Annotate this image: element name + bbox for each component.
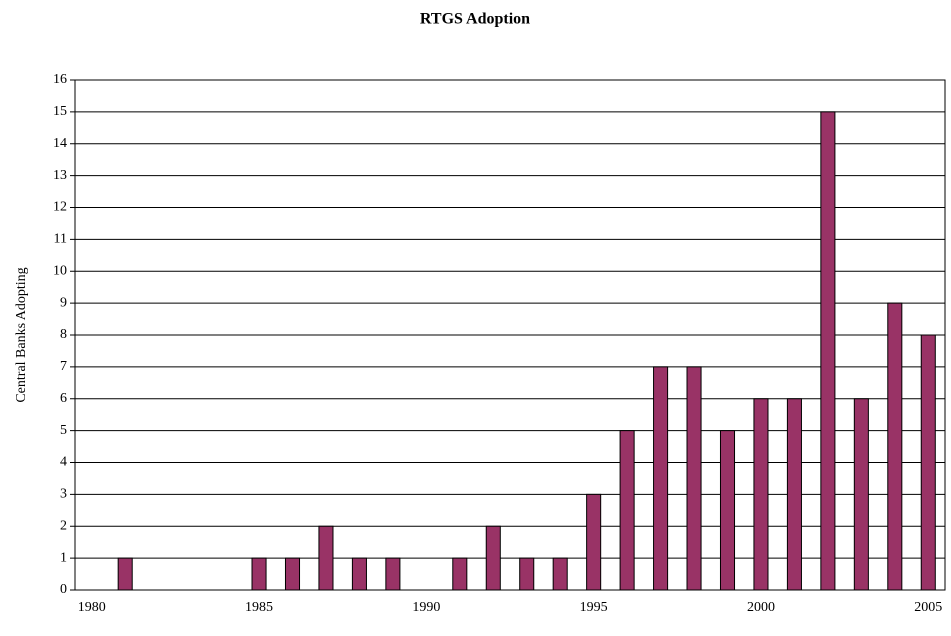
y-tick-label: 2 [60, 518, 67, 533]
y-tick-label: 3 [60, 487, 67, 502]
bar [351, 557, 367, 591]
y-tick-label: 5 [60, 423, 67, 438]
x-tick-label: 1995 [580, 600, 608, 615]
y-tick-label: 7 [60, 359, 67, 374]
bar [853, 398, 869, 591]
plot-frame [74, 79, 946, 591]
bar [753, 398, 769, 591]
y-tick-label: 4 [60, 455, 67, 470]
bar [619, 430, 635, 591]
bar [920, 334, 936, 591]
y-tick-label: 10 [53, 263, 67, 278]
bar [485, 525, 501, 591]
x-tick-label: 1990 [412, 600, 440, 615]
bar [385, 557, 401, 591]
y-tick-label: 16 [53, 72, 67, 87]
bar [284, 557, 301, 591]
bar [653, 366, 669, 591]
y-tick-label: 8 [60, 327, 67, 342]
y-tick-label: 13 [53, 168, 67, 183]
x-tick-label: 2005 [914, 600, 942, 615]
bar [519, 557, 535, 591]
y-axis-label: Central Banks Adopting [14, 267, 29, 402]
bar [887, 302, 903, 591]
y-tick-label: 15 [53, 104, 67, 119]
bar [686, 366, 702, 591]
bar [452, 557, 468, 591]
y-tick-label: 0 [60, 582, 67, 597]
x-tick-label: 2000 [747, 600, 775, 615]
bar [719, 430, 736, 591]
x-tick-label: 1985 [245, 600, 273, 615]
y-tick-label: 12 [53, 200, 67, 215]
y-tick-label: 14 [53, 136, 67, 151]
y-tick-label: 11 [54, 232, 67, 247]
bar [552, 557, 568, 591]
bar [820, 111, 836, 591]
bar [586, 493, 602, 591]
y-tick-label: 1 [60, 550, 67, 565]
bar [117, 557, 133, 591]
bar [251, 557, 267, 591]
bar [786, 398, 802, 591]
y-tick-label: 6 [60, 391, 67, 406]
chart-title: RTGS Adoption [420, 11, 530, 28]
x-tick-label: 1980 [78, 600, 106, 615]
y-tick-label: 9 [60, 295, 67, 310]
bar [318, 525, 334, 591]
